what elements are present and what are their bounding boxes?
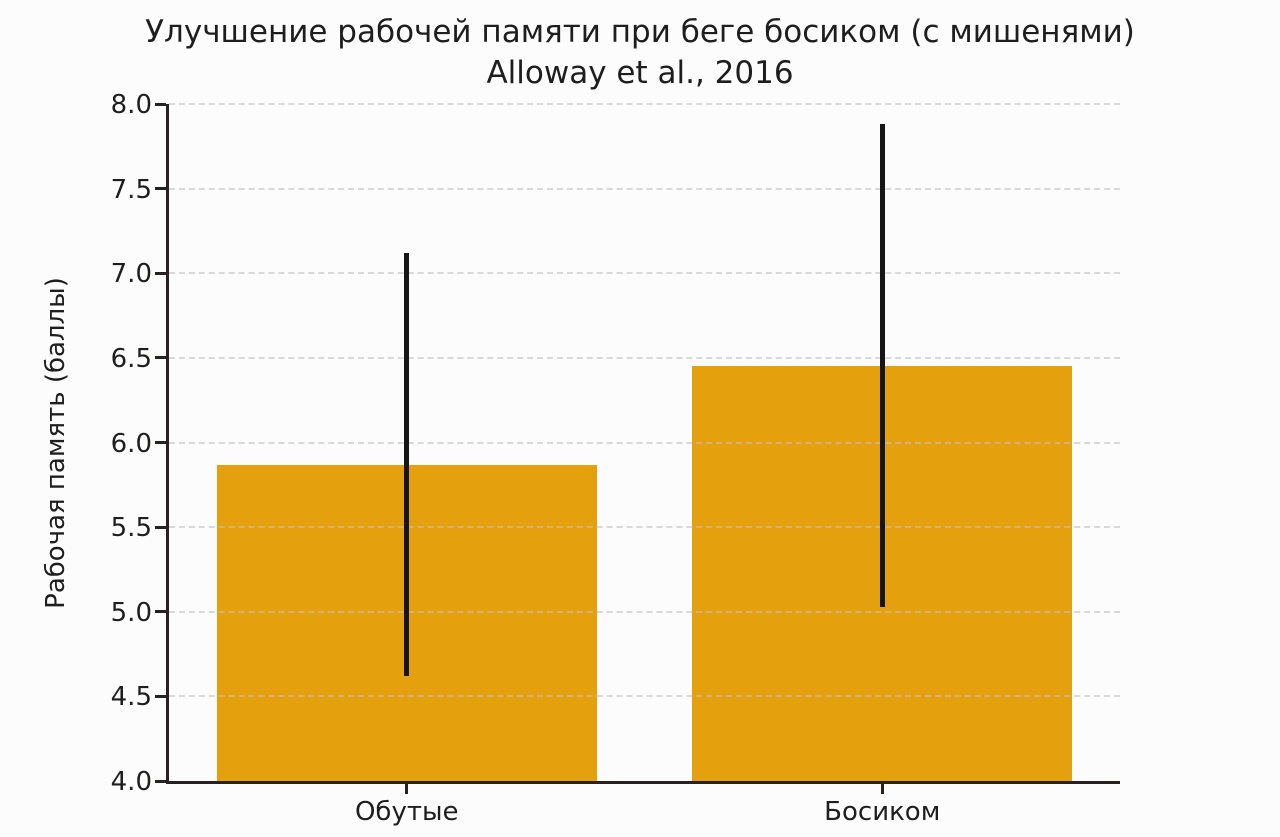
y-tick-label: 6.5 xyxy=(110,343,152,374)
y-axis-tick xyxy=(155,441,166,444)
y-axis-tick xyxy=(155,610,166,614)
y-axis-tick xyxy=(155,694,166,698)
y-axis-tick xyxy=(155,356,166,360)
y-tick-label: 7.5 xyxy=(110,174,152,205)
x-axis-tick xyxy=(405,784,409,794)
gridline xyxy=(169,695,1120,698)
error-bar xyxy=(404,252,410,677)
chart-subtitle: Alloway et al., 2016 xyxy=(486,54,794,91)
y-tick-label: 6.0 xyxy=(110,428,152,459)
gridline xyxy=(169,441,1120,444)
x-tick-label: Босиком xyxy=(824,797,941,827)
x-axis-tick xyxy=(880,784,884,794)
y-tick-label: 4.0 xyxy=(110,767,152,797)
y-axis-tick xyxy=(155,525,166,529)
y-axis-tick xyxy=(155,779,166,783)
y-tick-label: 5.0 xyxy=(110,597,152,628)
gridline xyxy=(169,356,1120,359)
gridline xyxy=(169,187,1120,190)
gridline xyxy=(169,272,1120,275)
y-tick-label: 5.5 xyxy=(110,513,152,544)
y-axis-tick xyxy=(155,187,166,191)
y-tick-label: 8.0 xyxy=(110,90,152,120)
y-axis-tick xyxy=(155,271,166,275)
y-axis-tick xyxy=(155,102,166,106)
chart-title: Улучшение рабочей памяти при беге босико… xyxy=(145,14,1135,50)
chart-title-block: Улучшение рабочей памяти при беге босико… xyxy=(0,12,1280,94)
y-tick-label: 4.5 xyxy=(110,682,152,713)
gridline xyxy=(169,610,1120,613)
error-bar xyxy=(879,124,885,607)
plot-area: 4.0 4.5 5.0 5.5 6.0 6.5 7.0 7.5 8.0 Обутые Босиком xyxy=(111,92,1120,825)
gridline xyxy=(169,526,1120,529)
x-tick-label: Обутые xyxy=(354,797,459,827)
gridline xyxy=(169,103,1120,105)
y-tick-label: 7.0 xyxy=(110,259,152,290)
